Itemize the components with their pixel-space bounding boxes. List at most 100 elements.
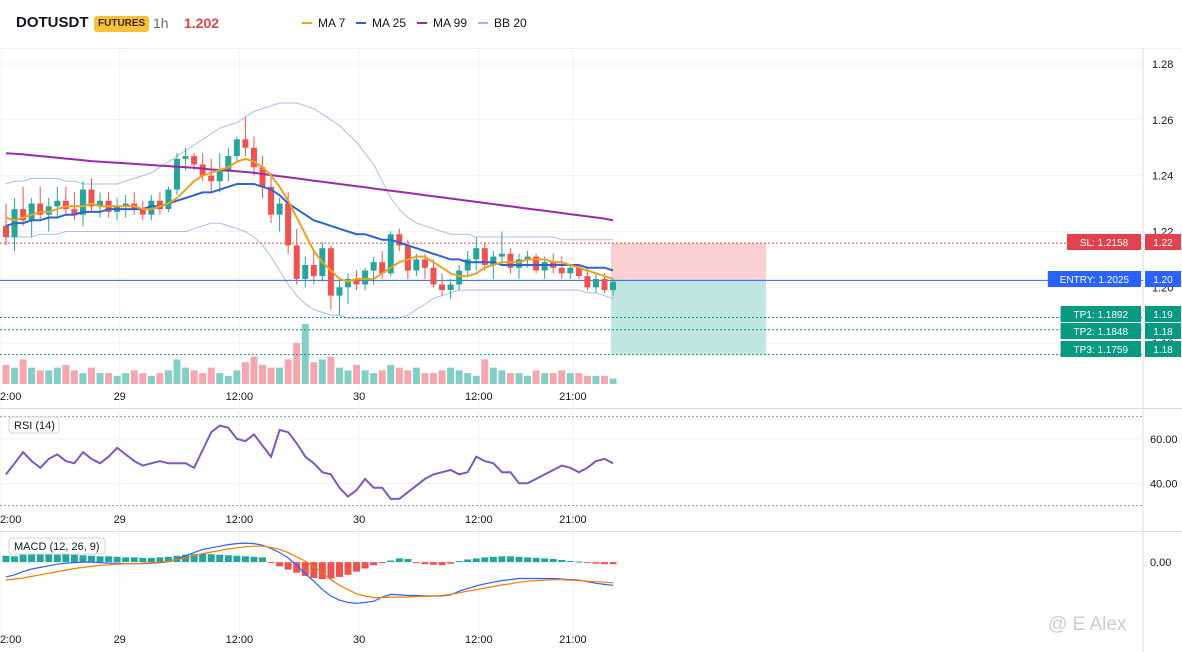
volume-bar: [241, 362, 249, 384]
chart-area[interactable]: 2:00 29 12:00 30 12:00 21:00 2:00 29 12:00 30 12:0…: [0, 48, 1182, 652]
volume-bar: [472, 375, 480, 384]
macd-histogram-bar: [506, 556, 514, 563]
candle-body: [541, 262, 548, 271]
macd-histogram-bar: [216, 554, 224, 563]
volume-bar: [506, 373, 514, 384]
macd-histogram-bar: [498, 556, 506, 563]
volume-bar: [601, 375, 608, 384]
candle-body: [473, 248, 480, 260]
macd-histogram-bar: [464, 559, 472, 563]
symbol-label[interactable]: DOTUSDT: [16, 14, 89, 31]
price-tick-label: 1.26: [1152, 115, 1173, 127]
candle-body: [370, 262, 377, 271]
volume-bar: [113, 375, 121, 384]
macd-histogram-bar: [353, 562, 361, 572]
volume-bar: [438, 370, 446, 384]
macd-histogram-bar: [241, 556, 249, 563]
macd-histogram-bar: [378, 562, 386, 564]
candle-body: [62, 200, 69, 210]
volume-bar: [498, 370, 506, 384]
legend-bb20-swatch: [478, 22, 488, 24]
candle-body: [327, 248, 334, 296]
candle-body: [259, 167, 266, 187]
volume-bar: [284, 359, 292, 384]
candle-body: [567, 267, 574, 274]
candle-body: [584, 276, 591, 288]
volume-bar: [524, 375, 532, 384]
macd-histogram-bar: [259, 557, 266, 563]
futures-badge: FUTURES: [94, 16, 150, 32]
macd-tick-label: 0.00: [1150, 557, 1171, 569]
macd-histogram-bar: [164, 556, 172, 563]
candle-body: [88, 189, 95, 207]
candle-body: [310, 264, 317, 277]
macd-histogram-bar: [575, 561, 583, 563]
macd-signal-line: [5, 545, 614, 599]
macd-histogram-bar: [45, 554, 53, 563]
macd-histogram-bar: [310, 562, 318, 578]
candle-body: [362, 270, 369, 285]
volume-bar: [62, 364, 70, 384]
macd-histogram-bar: [344, 562, 352, 575]
level-axis-tag: [1145, 271, 1181, 287]
level-tag: [1067, 234, 1141, 250]
candle-body: [353, 278, 360, 285]
macd-histogram-bar: [284, 562, 292, 570]
level-axis-tag: [1145, 341, 1181, 357]
volume-bar: [532, 370, 540, 384]
candle-body: [421, 259, 428, 268]
macd-histogram-bar: [2, 555, 10, 563]
macd-histogram-bar: [318, 562, 326, 580]
level-tag: [1060, 341, 1141, 357]
interval-label[interactable]: 1h: [153, 15, 169, 31]
volume-bar: [481, 359, 489, 384]
x-tick-label: 12:00: [226, 391, 254, 403]
macd-histogram-bar: [489, 556, 497, 563]
macd-histogram-bar: [583, 562, 591, 564]
volume-bar: [404, 370, 412, 384]
volume-bar: [233, 370, 241, 384]
volume-bar: [207, 367, 215, 384]
level-tag-label: TP3: 1.1759: [1074, 345, 1129, 356]
candle-body: [250, 147, 257, 168]
macd-histogram-bar: [139, 557, 147, 563]
volume-bar: [199, 373, 207, 384]
macd-title: MACD (12, 26, 9): [14, 541, 100, 553]
legend-ma25[interactable]: MA 25: [356, 16, 406, 30]
volume-bar: [549, 373, 557, 384]
rsi-tick-label: 40.00: [1150, 478, 1178, 490]
candle-body: [302, 264, 309, 279]
macd-histogram-bar: [361, 562, 369, 569]
bb-lower-line: [6, 222, 614, 319]
macd-histogram-bar: [421, 562, 429, 565]
macd-histogram-bar: [70, 554, 78, 563]
candle-body: [336, 287, 343, 296]
legend-ma99[interactable]: MA 99: [417, 16, 467, 30]
volume-bar: [344, 370, 352, 384]
volume-bar: [370, 373, 378, 384]
candle-body: [481, 248, 488, 265]
level-tag-label: TP1: 1.1892: [1074, 310, 1129, 321]
candle-body: [182, 156, 189, 159]
legend-ma7[interactable]: MA 7: [302, 16, 345, 30]
candle-body: [490, 256, 497, 265]
volume-bar: [558, 370, 566, 384]
macd-histogram-bar: [130, 557, 138, 563]
volume-bar: [36, 370, 44, 384]
macd-histogram-bar: [199, 553, 207, 563]
volume-bar: [156, 373, 164, 384]
candle-body: [430, 267, 437, 285]
legend-bb20[interactable]: BB 20: [478, 16, 527, 30]
volume-bar: [250, 356, 258, 384]
macd-histogram-bar: [515, 556, 523, 563]
last-price: 1.202: [184, 15, 220, 31]
candle-body: [156, 200, 163, 210]
volume-bar: [267, 367, 275, 384]
candle-body: [208, 175, 215, 182]
volume-bar: [190, 370, 198, 384]
macd-histogram-bar: [455, 561, 463, 563]
x-tick-label: 30: [353, 634, 365, 646]
bb-upper-line: [5, 102, 614, 241]
volume-bar: [310, 362, 318, 384]
x-tick-label: 30: [353, 514, 365, 526]
